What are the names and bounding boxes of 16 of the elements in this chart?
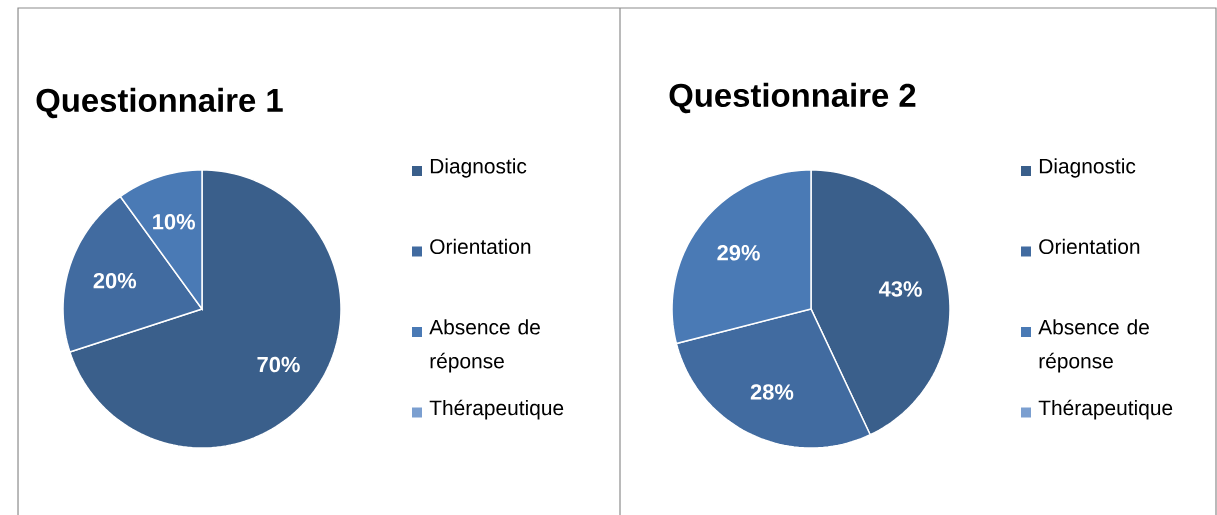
legend-label: Diagnostic [1039, 158, 1136, 178]
data-label: 10% [153, 213, 196, 230]
data-label: 20% [93, 272, 137, 289]
legend-label: Diagnostic [430, 158, 527, 178]
data-label: 43% [878, 281, 922, 297]
legend-label: Absence de réponse [1038, 319, 1149, 373]
chart-title: Questionnaire 1 [36, 87, 283, 119]
legend-label: Orientation [1039, 238, 1140, 255]
legend-label: Absence de réponse [429, 319, 540, 373]
data-label: 29% [717, 245, 760, 261]
legend-label: Thérapeutique [429, 399, 564, 420]
legend-label: Orientation [430, 238, 531, 255]
data-label: 28% [750, 384, 794, 400]
chart-title: Questionnaire 2 [669, 82, 916, 114]
legend-label: Thérapeutique [1038, 399, 1173, 420]
data-label: 70% [257, 356, 300, 373]
